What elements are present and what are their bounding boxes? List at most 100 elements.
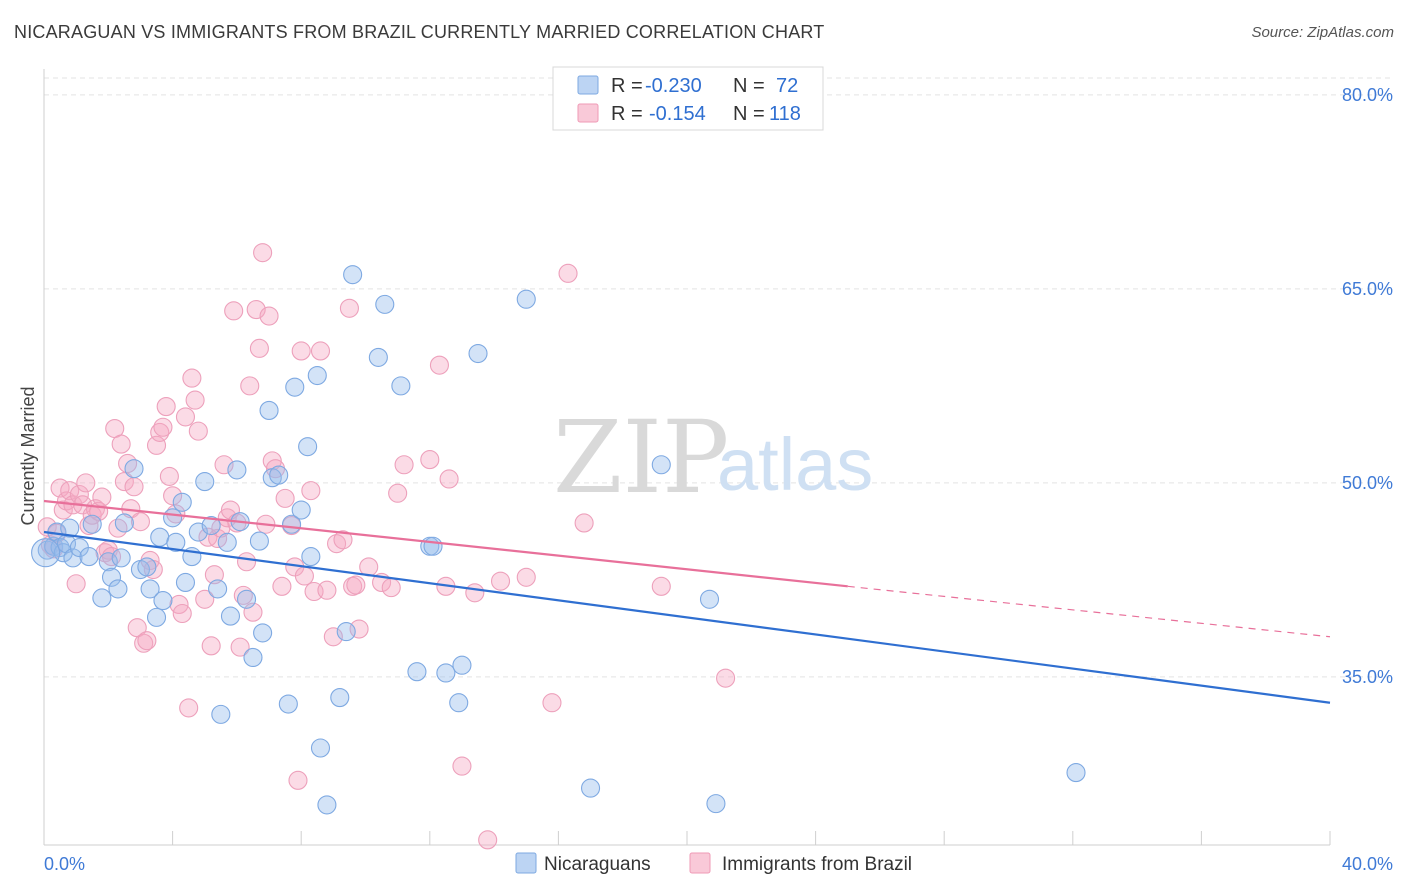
point-nicaraguans [220, 606, 241, 626]
point-nicaraguans [449, 693, 469, 713]
point-nicaraguans [253, 623, 273, 643]
point-nicaraguans [317, 795, 337, 815]
stats-swatch-nicaraguans [577, 75, 599, 95]
point-nicaraguans [137, 557, 157, 577]
point-nicaraguans [124, 459, 144, 479]
stats-n-label-1: N = [733, 75, 765, 97]
point-nicaraguans [92, 588, 112, 608]
point-brazil [259, 306, 279, 326]
point-brazil [452, 756, 472, 776]
point-nicaraguans [468, 343, 488, 364]
point-brazil [291, 341, 311, 361]
point-nicaraguans [146, 607, 167, 627]
point-brazil [478, 830, 498, 850]
point-nicaraguans [699, 589, 720, 609]
point-brazil [516, 567, 536, 587]
point-brazil [394, 455, 414, 475]
watermark-atlas: atlas [717, 423, 873, 506]
point-brazil [118, 453, 138, 474]
y-tick-label: 50.0% [1342, 473, 1393, 493]
point-brazil [114, 472, 134, 492]
point-brazil [272, 576, 292, 596]
point-brazil [195, 589, 215, 609]
point-brazil [163, 486, 183, 506]
point-brazil [294, 566, 314, 586]
y-tick-label: 80.0% [1342, 85, 1393, 105]
point-nicaraguans [211, 704, 231, 724]
x-tick-label-max: 40.0% [1342, 854, 1393, 874]
point-brazil [137, 631, 157, 651]
point-brazil [262, 451, 282, 471]
point-brazil [275, 488, 295, 508]
point-brazil [323, 627, 343, 647]
legend-swatch-brazil [689, 852, 711, 874]
point-brazil [381, 578, 401, 598]
trendline-nicaraguans [43, 530, 1331, 704]
point-brazil [439, 469, 459, 489]
point-brazil [101, 547, 122, 567]
point-brazil [204, 565, 224, 585]
point-brazil [134, 633, 154, 653]
point-brazil [150, 422, 170, 442]
point-nicaraguans [60, 518, 80, 538]
point-brazil [388, 483, 408, 503]
point-brazil [124, 477, 144, 497]
legend-label-brazil: Immigrants from Brazil [722, 854, 912, 875]
point-nicaraguans [98, 552, 118, 572]
stats-r-value-2: -0.154 [649, 103, 706, 125]
chart-source: Source: ZipAtlas.com [1251, 24, 1394, 41]
point-nicaraguans [307, 365, 327, 386]
point-brazil [37, 517, 57, 537]
point-nicaraguans [269, 465, 289, 485]
axes [43, 69, 1331, 846]
point-brazil [333, 530, 353, 550]
point-nicaraguans [163, 508, 183, 528]
y-tick-label: 35.0% [1342, 667, 1393, 687]
point-brazil [249, 338, 269, 358]
point-nicaraguans [259, 400, 279, 420]
point-nicaraguans [175, 572, 196, 593]
point-nicaraguans [706, 794, 726, 814]
point-brazil [224, 301, 244, 321]
point-nicaraguans [436, 663, 456, 683]
stats-swatch-brazil [577, 103, 599, 123]
point-brazil [66, 574, 86, 594]
point-nicaraguans [516, 289, 536, 309]
watermark: ZIP atlas [553, 399, 873, 516]
series-nicaraguans-points [31, 265, 1086, 815]
point-nicaraguans [153, 591, 173, 611]
point-nicaraguans [249, 531, 269, 551]
point-nicaraguans [140, 579, 160, 599]
point-brazil [175, 407, 196, 427]
point-nicaraguans [301, 547, 321, 567]
point-brazil [253, 243, 273, 263]
point-brazil [182, 368, 202, 388]
trendlines [43, 499, 1331, 704]
point-nicaraguans [63, 548, 83, 568]
point-nicaraguans [407, 662, 427, 682]
point-nicaraguans [79, 547, 99, 567]
stats-n-label-2: N = [733, 103, 765, 125]
point-nicaraguans [310, 738, 331, 758]
point-brazil [558, 263, 578, 283]
point-brazil [179, 698, 199, 718]
point-brazil [185, 390, 205, 410]
point-nicaraguans [330, 688, 350, 708]
point-brazil [490, 571, 511, 591]
point-brazil [201, 636, 221, 656]
point-brazil [240, 376, 260, 396]
point-nicaraguans [82, 514, 102, 534]
y-tick-label: 65.0% [1342, 279, 1393, 299]
point-brazil [288, 770, 308, 790]
point-brazil [310, 341, 331, 361]
point-nicaraguans [150, 527, 170, 547]
x-tick-label-min: 0.0% [44, 854, 85, 874]
point-brazil [153, 417, 173, 437]
series-brazil-points [37, 243, 736, 850]
point-nicaraguans [243, 647, 263, 668]
trendline-brazil [43, 499, 848, 588]
point-brazil [85, 499, 105, 519]
legend-label-nicaraguans: Nicaraguans [544, 854, 651, 875]
point-nicaraguans [236, 589, 257, 609]
chart-title: NICARAGUAN VS IMMIGRANTS FROM BRAZIL CUR… [14, 22, 825, 42]
